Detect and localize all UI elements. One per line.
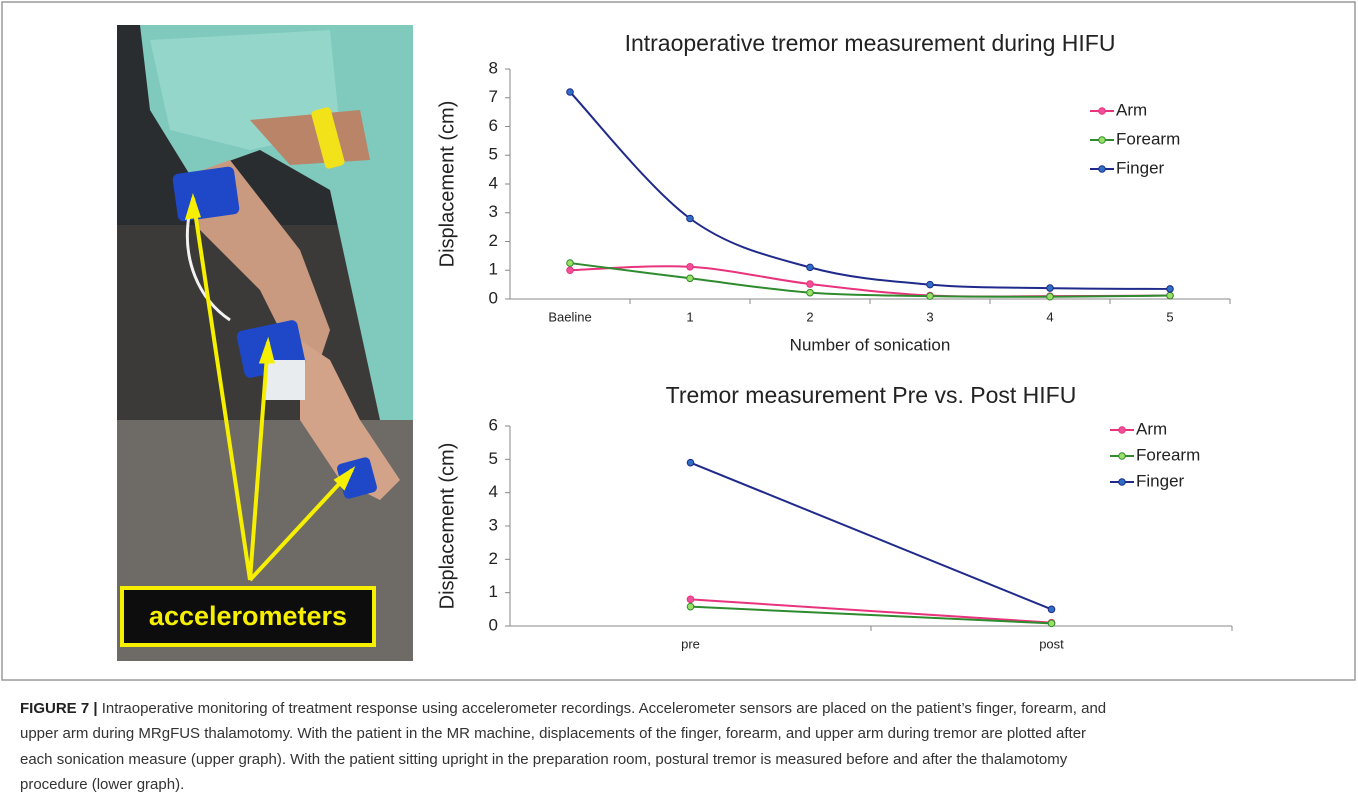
- chart: Intraoperative tremor measurement during…: [436, 30, 1231, 354]
- data-point: [1166, 285, 1174, 293]
- caption-text: upper arm during MRgFUS thalamotomy. Wit…: [20, 725, 1087, 743]
- data-point: [926, 280, 934, 289]
- y-tick-label: 2: [489, 549, 498, 568]
- data-point: [566, 259, 574, 267]
- legend-label: Arm: [1116, 100, 1147, 119]
- data-point: [686, 263, 694, 271]
- y-axis-label: Displacement (cm): [436, 101, 458, 268]
- y-tick-label: 6: [489, 116, 498, 135]
- caption-line: upper arm during MRgFUS thalamotomy. Wit…: [20, 721, 1106, 746]
- y-tick-label: 3: [489, 202, 498, 221]
- legend-marker: [1118, 478, 1126, 486]
- chart: Tremor measurement Pre vs. Post HIFU Disp…: [436, 382, 1233, 651]
- data-point: [686, 458, 695, 467]
- caption-line: procedure (lower graph).: [20, 772, 1106, 797]
- x-tick-label: 3: [926, 309, 933, 324]
- y-tick-label: 7: [489, 87, 498, 106]
- legend-label: Arm: [1136, 419, 1167, 438]
- data-point: [806, 263, 814, 272]
- legend-label: Finger: [1116, 158, 1165, 177]
- x-tick-label: 4: [1046, 309, 1053, 324]
- data-point: [1166, 291, 1174, 300]
- series-line: [690, 461, 1052, 611]
- y-tick-label: 0: [489, 288, 498, 307]
- legend-marker: [1118, 452, 1126, 460]
- legend-label: Forearm: [1116, 129, 1180, 148]
- y-tick-label: 5: [489, 145, 498, 164]
- y-tick-label: 1: [489, 582, 498, 601]
- data-point: [1047, 605, 1056, 614]
- data-point: [686, 274, 694, 283]
- y-tick-label: 6: [489, 415, 498, 434]
- series-line: [569, 262, 1171, 298]
- data-point: [1046, 284, 1054, 292]
- legend-marker: [1118, 426, 1126, 434]
- data-point: [926, 292, 934, 300]
- y-tick-label: 3: [489, 515, 498, 534]
- data-point: [1046, 292, 1054, 301]
- x-tick-label: pre: [681, 636, 700, 651]
- y-tick-label: 5: [489, 449, 498, 468]
- x-tick-label: Baeline: [548, 309, 591, 324]
- chart-title: Intraoperative tremor measurement during…: [625, 30, 1116, 56]
- caption-text: Intraoperative monitoring of treatment r…: [101, 700, 1107, 717]
- y-tick-label: 2: [489, 231, 498, 250]
- y-tick-label: 4: [489, 482, 498, 501]
- data-point: [566, 88, 574, 96]
- legend-marker: [1098, 107, 1106, 115]
- x-axis-label: Number of sonication: [790, 335, 951, 354]
- x-tick-label: post: [1039, 636, 1064, 651]
- x-tick-label: 2: [806, 309, 813, 324]
- data-point: [566, 266, 574, 275]
- data-point: [686, 595, 695, 604]
- caption-text: each sonication measure (upper graph). W…: [20, 750, 1068, 768]
- data-point: [686, 602, 695, 611]
- legend-marker: [1098, 165, 1106, 173]
- y-tick-label: 1: [489, 260, 498, 279]
- legend-label: Forearm: [1136, 445, 1200, 464]
- series-line: [569, 91, 1171, 290]
- photo-label: accelerometers: [149, 601, 347, 631]
- x-tick-label: 5: [1166, 309, 1173, 324]
- y-axis-label: Displacement (cm): [436, 443, 458, 610]
- caption-line: each sonication measure (upper graph). W…: [20, 747, 1106, 772]
- photo: accelerometers: [117, 25, 413, 661]
- data-point: [1047, 619, 1056, 628]
- x-tick-label: 1: [686, 309, 693, 324]
- chart-title: Tremor measurement Pre vs. Post HIFU: [666, 382, 1077, 408]
- caption-label: FIGURE 7 |: [20, 700, 98, 717]
- caption: FIGURE 7 | Intraoperative monitoring of …: [20, 696, 1106, 797]
- y-tick-label: 0: [489, 615, 498, 634]
- series-line: [569, 265, 1171, 298]
- legend-label: Finger: [1136, 471, 1185, 490]
- caption-line: FIGURE 7 | Intraoperative monitoring of …: [20, 696, 1106, 721]
- data-point: [686, 214, 694, 223]
- figure: accelerometers Intraoperative tremor mea…: [1, 1, 1356, 681]
- series-line: [690, 605, 1052, 625]
- caption-text: procedure (lower graph).: [20, 775, 185, 793]
- figure-frame: [1, 1, 1356, 681]
- data-point: [806, 288, 814, 297]
- legend-marker: [1098, 136, 1106, 144]
- series-line: [690, 598, 1052, 624]
- y-tick-label: 8: [489, 58, 498, 77]
- y-tick-label: 4: [489, 173, 498, 192]
- data-point: [806, 280, 814, 288]
